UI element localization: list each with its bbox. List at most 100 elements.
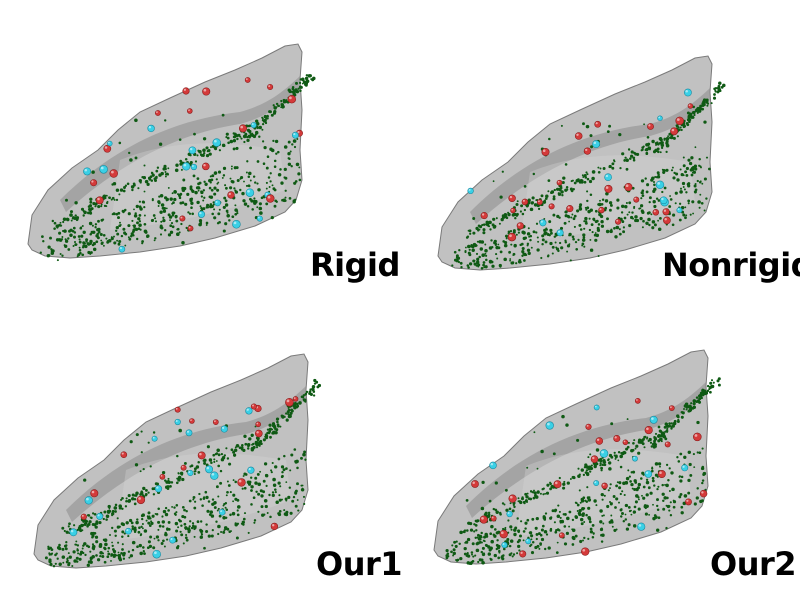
marker-highlight (585, 148, 588, 152)
cyan-marker (187, 469, 194, 477)
marker-highlight (293, 397, 296, 399)
green-point (137, 530, 141, 534)
green-point (619, 166, 622, 170)
green-point (692, 170, 697, 174)
green-point (627, 506, 631, 509)
panel-nonrigid: Nonrigid (400, 0, 800, 300)
green-point (602, 514, 605, 517)
marker-highlight (189, 147, 193, 151)
green-point (508, 250, 512, 254)
green-point (245, 184, 249, 187)
green-point (101, 554, 105, 559)
marker-highlight (70, 529, 74, 533)
green-point (298, 401, 302, 405)
marker-highlight (188, 109, 190, 111)
green-point (118, 141, 122, 145)
green-point (550, 516, 553, 519)
green-point (679, 190, 683, 194)
green-point (462, 530, 466, 534)
green-point (49, 562, 53, 566)
green-point (455, 259, 459, 263)
green-point (242, 475, 245, 477)
green-point (302, 452, 306, 457)
green-point (162, 218, 166, 223)
green-point (197, 471, 201, 474)
green-point (483, 540, 486, 543)
green-point (687, 202, 690, 205)
cyan-marker (681, 464, 689, 472)
green-point (688, 462, 692, 467)
green-point (151, 218, 154, 222)
green-point (164, 506, 168, 510)
green-point (140, 451, 143, 454)
green-point (106, 200, 109, 203)
green-point (718, 81, 722, 85)
green-point (521, 246, 525, 251)
green-point (676, 178, 680, 182)
green-point (535, 516, 539, 521)
green-point (115, 229, 118, 232)
green-point (125, 521, 129, 525)
green-point (594, 209, 598, 213)
green-point (189, 465, 192, 468)
green-point (131, 548, 135, 552)
green-point (284, 497, 288, 501)
green-point (141, 527, 144, 530)
green-point (651, 476, 655, 480)
green-point (281, 415, 285, 419)
green-point (266, 512, 269, 514)
green-point (174, 168, 179, 173)
marker-highlight (215, 200, 218, 203)
green-point (584, 206, 587, 209)
green-point (229, 491, 232, 494)
cyan-marker (545, 421, 554, 430)
green-point (683, 188, 686, 191)
green-point (213, 458, 216, 461)
panel-our1: Our1 (0, 300, 403, 600)
green-point (208, 186, 212, 190)
green-point (170, 222, 174, 225)
green-point (274, 428, 277, 431)
green-point (81, 529, 84, 532)
green-point (116, 239, 119, 242)
green-point (483, 266, 486, 269)
green-point (133, 502, 137, 506)
green-point (564, 210, 567, 214)
green-point (59, 253, 62, 255)
green-point (232, 135, 236, 139)
green-point (217, 507, 220, 510)
green-point (552, 197, 556, 201)
red-marker (95, 196, 104, 205)
green-point (652, 150, 657, 154)
green-point (596, 226, 600, 230)
green-point (199, 498, 203, 501)
green-point (534, 526, 538, 530)
green-point (540, 194, 544, 198)
green-point (208, 458, 213, 462)
red-marker (250, 403, 257, 410)
green-point (628, 211, 631, 214)
green-point (484, 265, 488, 269)
green-point (611, 525, 614, 528)
green-point (466, 561, 471, 565)
green-point (244, 442, 248, 446)
green-point (157, 520, 161, 524)
green-point (256, 472, 260, 476)
green-point (270, 148, 275, 153)
green-point (214, 147, 218, 151)
green-point (131, 540, 136, 545)
green-point (547, 546, 551, 550)
red-marker (699, 489, 708, 498)
green-point (466, 537, 471, 542)
green-point (527, 227, 530, 230)
green-point (313, 378, 317, 383)
green-point-cloud (39, 74, 316, 262)
marker-highlight (213, 420, 216, 423)
marker-highlight (511, 208, 514, 211)
green-point (92, 242, 96, 246)
green-point (68, 229, 71, 233)
green-point (631, 448, 635, 452)
marker-highlight (97, 197, 100, 201)
green-point (136, 545, 139, 549)
green-point (152, 546, 156, 550)
